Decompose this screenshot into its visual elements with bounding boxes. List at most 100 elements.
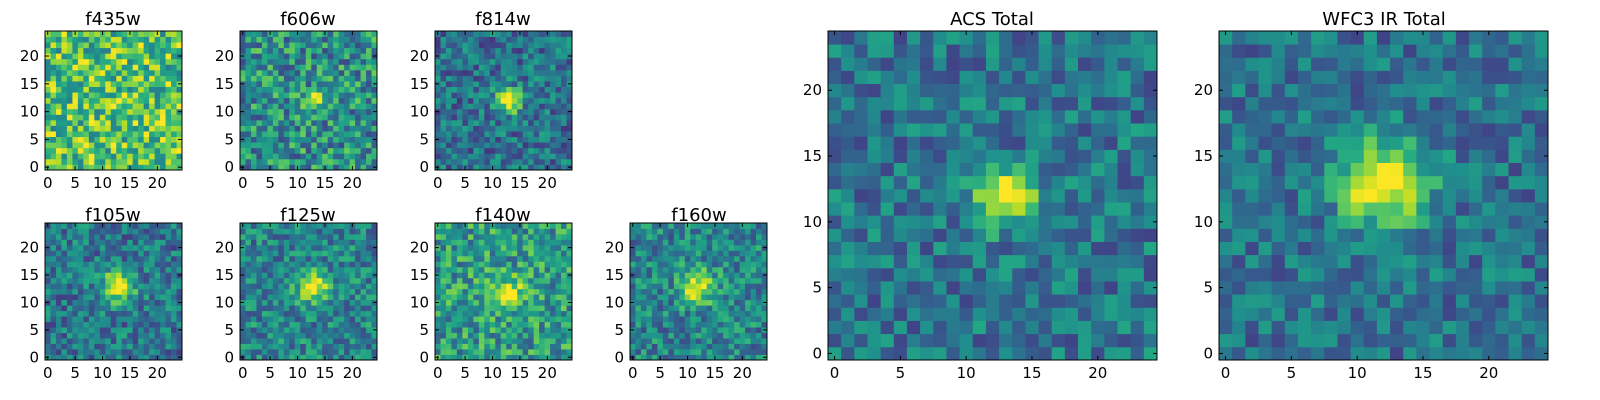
heatmap-cell <box>640 349 647 355</box>
heatmap-cell <box>435 294 441 301</box>
heatmap-cell <box>635 233 642 240</box>
heatmap-cell <box>94 327 101 333</box>
heatmap-cell <box>456 42 463 49</box>
heatmap-cell <box>360 239 367 246</box>
heatmap-cell <box>750 354 757 361</box>
heatmap-cell <box>506 75 513 82</box>
heatmap-cell <box>349 108 356 115</box>
heatmap-cell <box>83 142 90 149</box>
heatmap-cell <box>165 305 172 312</box>
x-tick-label: 20 <box>343 364 362 382</box>
heatmap-cell <box>294 53 301 60</box>
x-tick-label: 15 <box>315 174 334 192</box>
heatmap-cell <box>344 142 350 149</box>
heatmap-cell <box>467 288 474 295</box>
heatmap-cell <box>657 305 664 312</box>
heatmap-cell <box>272 354 279 361</box>
heatmap-cell <box>143 153 150 160</box>
heatmap-cell <box>349 299 356 306</box>
heatmap-cell <box>143 103 150 110</box>
heatmap-cell <box>127 332 134 339</box>
heatmap-cell <box>544 250 551 257</box>
heatmap-cell <box>72 114 79 121</box>
heatmap-cell <box>261 250 268 257</box>
heatmap-cell <box>500 75 507 82</box>
heatmap-cell <box>690 272 697 279</box>
heatmap-cell <box>272 288 279 295</box>
heatmap-cell <box>127 69 134 76</box>
heatmap-cell <box>143 233 150 240</box>
heatmap-cell <box>440 288 447 295</box>
heatmap-cell <box>646 299 653 306</box>
heatmap-cell <box>1104 346 1118 361</box>
heatmap-cell <box>116 142 123 149</box>
heatmap-cell <box>110 261 117 268</box>
heatmap-cell <box>662 305 669 312</box>
heatmap-cell <box>566 294 573 301</box>
heatmap-cell <box>77 158 84 165</box>
heatmap-cell <box>500 223 507 229</box>
heatmap-cell <box>72 69 79 76</box>
heatmap-cell <box>1012 175 1026 190</box>
heatmap-cell <box>283 114 290 121</box>
heatmap-cell <box>305 103 312 110</box>
heatmap-cell <box>240 125 246 132</box>
heatmap-cell <box>539 332 545 339</box>
heatmap-cell <box>132 343 139 350</box>
heatmap-cell <box>371 92 378 99</box>
heatmap-cell <box>893 267 908 282</box>
heatmap-cell <box>283 103 290 110</box>
heatmap-cell <box>50 53 57 60</box>
heatmap-cell <box>695 250 702 257</box>
heatmap-cell <box>327 97 334 104</box>
heatmap-cell <box>83 97 90 104</box>
heatmap-cell <box>999 346 1013 361</box>
heatmap-cell <box>500 97 507 104</box>
heatmap-cell <box>999 228 1013 242</box>
heatmap-cell <box>300 228 307 235</box>
heatmap-cell <box>668 277 675 284</box>
heatmap-cell <box>72 299 79 306</box>
heatmap-cell <box>462 233 469 240</box>
heatmap-cell <box>171 343 177 350</box>
heatmap-cell <box>333 64 340 71</box>
heatmap-cell <box>690 233 697 240</box>
heatmap-cell <box>706 338 713 344</box>
heatmap-cell <box>690 338 697 344</box>
heatmap-cell <box>272 250 279 257</box>
heatmap-cell <box>745 316 751 323</box>
heatmap-cell <box>50 69 57 76</box>
heatmap-cell <box>132 261 139 268</box>
heatmap-cell <box>533 158 540 165</box>
heatmap-cell <box>305 272 312 279</box>
heatmap-cell <box>478 288 485 295</box>
heatmap-cell <box>278 158 285 165</box>
heatmap-cell <box>165 266 172 273</box>
heatmap-cell <box>327 108 334 115</box>
heatmap-cell <box>127 288 134 295</box>
heatmap-cell <box>473 114 480 121</box>
heatmap-cell <box>723 261 730 268</box>
heatmap-cell <box>88 81 95 87</box>
heatmap-cell <box>550 244 556 251</box>
heatmap-cell <box>94 316 101 323</box>
heatmap-cell <box>712 327 719 333</box>
heatmap-cell <box>116 153 123 160</box>
heatmap-cell <box>756 299 762 306</box>
heatmap-cell <box>1117 215 1132 229</box>
heatmap-cell <box>83 294 90 301</box>
heatmap-cell <box>662 288 669 295</box>
heatmap-cell <box>1064 241 1079 256</box>
heatmap-cell <box>828 320 842 335</box>
heatmap-cell <box>250 244 257 251</box>
heatmap-cell <box>50 47 57 54</box>
heatmap-cell <box>635 277 642 284</box>
heatmap-cell <box>668 294 675 301</box>
heatmap-cell <box>300 153 307 160</box>
heatmap-cell <box>83 131 90 138</box>
heatmap-cell <box>45 332 51 339</box>
heatmap-cell <box>500 147 507 154</box>
heatmap-cell <box>283 125 290 132</box>
heatmap-cell <box>734 223 740 229</box>
heatmap-cell <box>333 223 340 229</box>
